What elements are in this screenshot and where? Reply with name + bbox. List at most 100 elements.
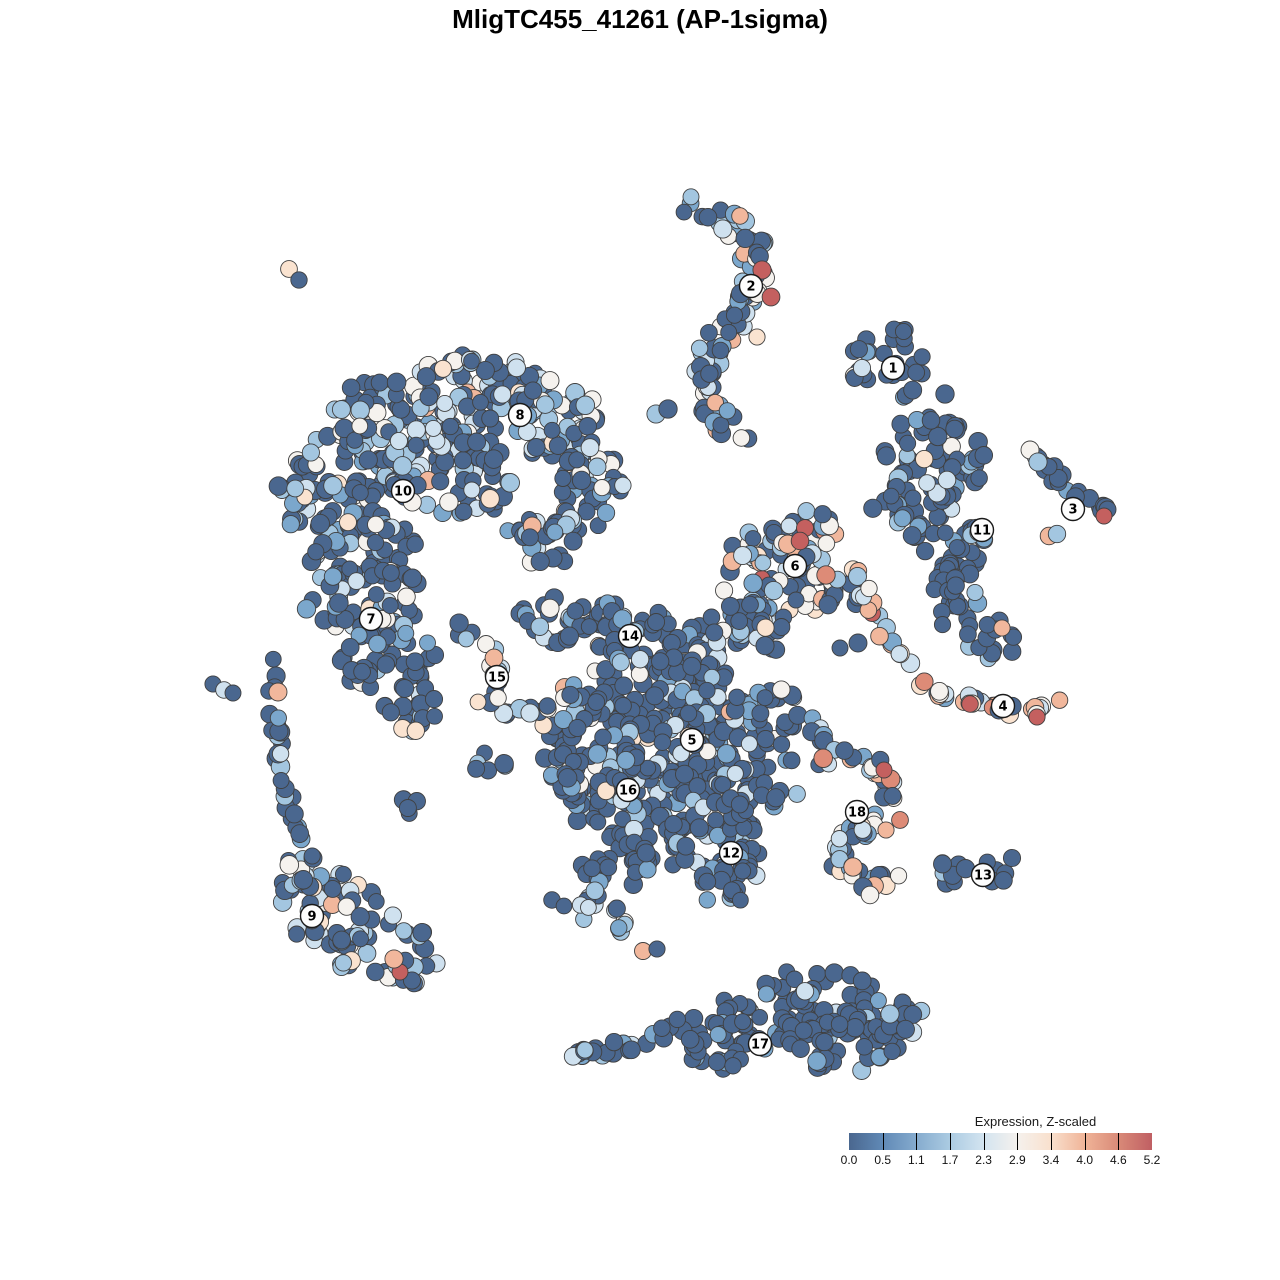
cell-point — [725, 306, 744, 324]
cell-point — [903, 380, 923, 400]
cluster-label-circle — [844, 799, 870, 825]
cell-point — [978, 616, 997, 634]
cell-point — [933, 854, 952, 874]
cluster-label-number: 14 — [621, 630, 639, 645]
cell-point — [730, 795, 749, 814]
cell-point — [353, 662, 371, 681]
cell-point — [293, 870, 314, 890]
cell-point — [860, 579, 878, 598]
cluster-label-15: 15 — [484, 664, 510, 690]
cell-point — [700, 364, 719, 383]
cell-point — [682, 188, 700, 206]
cell-point — [713, 219, 733, 239]
cell-point — [376, 655, 396, 674]
cell-point — [918, 474, 936, 492]
cell-point — [580, 899, 597, 916]
cell-point — [296, 599, 317, 619]
cell-point — [993, 619, 1011, 637]
cell-point — [264, 650, 282, 668]
colorbar-tick-mark — [949, 1133, 951, 1150]
cell-point — [395, 922, 413, 940]
cell-point — [453, 451, 473, 470]
cell-point — [463, 352, 480, 370]
cell-point — [863, 498, 883, 518]
cluster-label-5: 5 — [679, 727, 705, 753]
cell-point — [648, 940, 666, 958]
cluster-label-number: 11 — [973, 524, 991, 539]
cell-point — [575, 395, 596, 416]
cell-point — [754, 554, 772, 572]
cell-point — [788, 785, 806, 803]
cluster-label-number: 18 — [848, 806, 866, 821]
cell-point — [1047, 524, 1067, 544]
cell-point — [645, 686, 665, 706]
cell-point — [426, 707, 443, 725]
cell-point — [797, 502, 816, 521]
cell-point — [1050, 691, 1069, 709]
cell-point — [689, 818, 709, 838]
cell-point — [752, 260, 772, 280]
cell-point — [959, 625, 977, 644]
cell-point — [477, 635, 495, 653]
cell-point — [808, 965, 826, 983]
cell-point — [848, 566, 867, 586]
cell-point — [599, 858, 618, 877]
cell-point — [402, 568, 423, 588]
cell-point — [535, 395, 555, 414]
cell-point — [935, 384, 955, 404]
cell-point — [489, 689, 507, 707]
cluster-label-circle — [615, 777, 641, 803]
cluster-label-circle — [1060, 496, 1086, 522]
cluster-label-11: 11 — [969, 517, 995, 543]
cell-point — [966, 583, 984, 602]
cell-point — [520, 528, 539, 547]
cell-point — [724, 1057, 742, 1075]
cell-point — [785, 970, 804, 989]
cell-point — [653, 1019, 671, 1037]
cell-point — [675, 764, 694, 784]
cell-point — [334, 865, 352, 883]
cell-point — [756, 729, 775, 749]
cell-point — [554, 469, 572, 487]
cell-point — [690, 339, 709, 357]
cell-point — [848, 633, 868, 653]
cell-point — [614, 810, 631, 828]
cell-point — [279, 855, 300, 875]
cell-point — [224, 684, 242, 702]
cell-point — [441, 417, 460, 436]
cell-point — [930, 681, 949, 701]
cell-point — [596, 781, 616, 801]
cell-point — [733, 546, 753, 566]
colorbar-gradient — [849, 1133, 1152, 1150]
cell-point — [743, 573, 763, 593]
cell-point — [870, 626, 889, 646]
cell-point — [731, 207, 749, 225]
chart-title: MligTC455_41261 (AP-1sigma) — [452, 4, 828, 34]
cell-point — [484, 648, 504, 668]
cell-point — [772, 735, 791, 754]
cell-point — [610, 919, 628, 937]
cell-point — [483, 449, 504, 469]
cell-point — [467, 432, 487, 452]
cell-point — [281, 515, 300, 534]
cluster-label-10: 10 — [390, 478, 416, 504]
cell-point — [813, 505, 832, 524]
cell-point — [732, 891, 749, 909]
cell-point — [830, 830, 849, 848]
cell-point — [280, 260, 298, 278]
cell-point — [830, 1015, 849, 1033]
cell-point — [469, 693, 487, 711]
cell-point — [424, 690, 444, 709]
cell-point — [698, 891, 716, 909]
cell-point — [757, 985, 775, 1003]
cell-point — [730, 612, 749, 630]
cell-point — [341, 378, 361, 397]
cell-point — [877, 821, 895, 839]
cell-point — [883, 1042, 901, 1061]
cell-point — [869, 992, 887, 1010]
cell-point — [682, 656, 702, 676]
cell-point — [568, 451, 586, 469]
cell-point — [398, 799, 417, 817]
cell-point — [852, 971, 872, 991]
